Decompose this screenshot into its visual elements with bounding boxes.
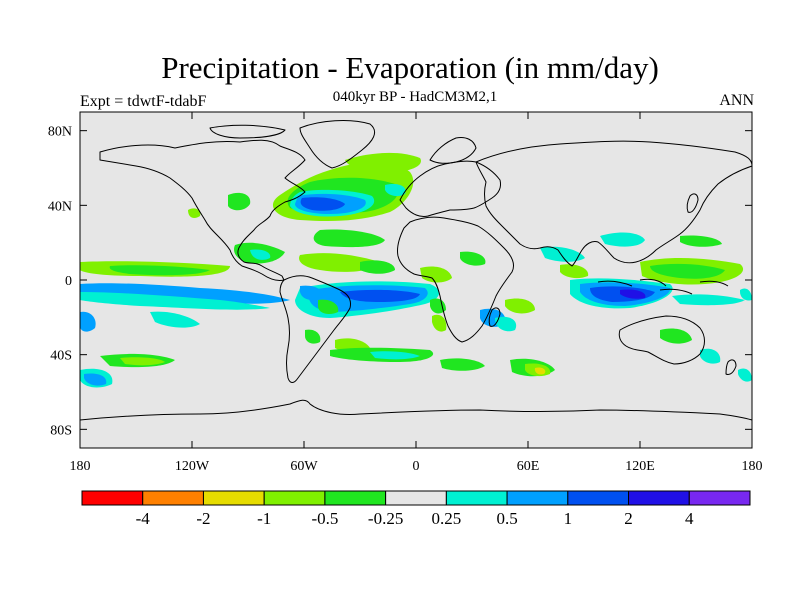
coast-japan xyxy=(686,193,699,213)
contour-southeast-pacific-blue xyxy=(80,311,96,332)
coast-antarctica xyxy=(79,399,753,421)
colorbar-swatch xyxy=(628,490,690,506)
x-tick-label: 120E xyxy=(625,459,655,474)
contour-west-pacific-cyan2 xyxy=(672,294,745,306)
contour-west-na-green2 xyxy=(188,208,201,218)
contour-south-indian-yellow xyxy=(534,367,546,375)
contour-australia-east-green xyxy=(660,328,692,344)
coast-greenland xyxy=(299,120,375,169)
colorbar-swatch xyxy=(202,490,265,506)
contour-southern-ocean-green xyxy=(440,358,485,371)
coast-scandinavia xyxy=(429,137,477,164)
contour-tropical-atlantic-green2 xyxy=(360,260,395,274)
colorbar: -4 -2 -1 -0.5 -0.25 0.25 0.5 1 2 4 xyxy=(81,490,751,528)
y-tick-label: 0 xyxy=(65,274,72,289)
contour-east-africa-green xyxy=(505,298,535,314)
plot-title: Precipitation - Evaporation (in mm/day) xyxy=(161,50,659,85)
contour-tropical-atlantic-green xyxy=(299,253,380,272)
colorbar-label: 0.25 xyxy=(431,509,461,528)
contour-south-pacific-green2 xyxy=(120,357,165,366)
colorbar-label: -0.5 xyxy=(311,509,338,528)
colorbar-swatch xyxy=(385,490,447,506)
y-tick-label: 40N xyxy=(48,199,72,214)
coast-africa xyxy=(397,216,515,343)
contour-amazon-blue xyxy=(300,285,323,300)
contour-south-atlantic-cyan2 xyxy=(370,351,420,360)
experiment-label: Expt = tdwtF-tdabF xyxy=(80,93,207,110)
contour-north-indian-cyan xyxy=(540,246,585,262)
contour-arabian-green xyxy=(460,251,486,266)
colorbar-swatch xyxy=(445,490,508,506)
colorbar-label: -2 xyxy=(196,509,210,528)
contour-west-na-green xyxy=(228,192,251,211)
coast-canadian-arctic xyxy=(209,124,286,139)
contour-equatorial-pacific-green2 xyxy=(109,265,210,276)
pe-field-contours xyxy=(80,152,752,388)
contour-caribbean-cyan xyxy=(250,249,271,260)
contour-east-pacific-cyan2 xyxy=(738,368,752,382)
contour-bay-bengal-green xyxy=(560,264,589,279)
contour-east-pacific-cyan xyxy=(740,288,752,301)
x-tick-label: 180 xyxy=(742,459,763,474)
contour-indonesia-darkblue xyxy=(620,289,646,299)
colorbar-swatch xyxy=(263,490,326,506)
contour-maritime-green2 xyxy=(650,263,725,279)
x-tick-label: 180 xyxy=(70,459,91,474)
coast-australia xyxy=(618,315,705,365)
colorbar-swatch xyxy=(567,490,630,506)
colorbar-swatch xyxy=(81,490,144,506)
colorbar-label: -4 xyxy=(136,509,151,528)
coast-asia xyxy=(475,140,753,267)
contour-west-africa-green xyxy=(420,266,452,283)
contour-africa-green xyxy=(430,298,446,314)
contour-south-america-green xyxy=(305,329,321,344)
contour-southeast-pacific-blue2 xyxy=(84,373,107,386)
contour-south-atlantic-darkblue xyxy=(340,289,420,302)
y-axis: 80N 40N 0 40S 80S xyxy=(48,125,752,438)
plot-subtitle: 040kyr BP - HadCM3M2,1 xyxy=(332,89,498,105)
contour-north-atlantic-darkblue xyxy=(300,197,345,211)
contour-africa-green2 xyxy=(432,314,447,332)
x-axis: 180 120W 60W 0 60E 120E 180 xyxy=(70,112,763,474)
coast-new-zealand xyxy=(725,359,737,375)
colorbar-label: 2 xyxy=(624,509,633,528)
coast-south-america xyxy=(279,275,351,383)
colorbar-label: 4 xyxy=(685,509,694,528)
x-tick-label: 60E xyxy=(517,459,540,474)
contour-south-pacific-cyan xyxy=(80,292,270,310)
contour-amazon-green xyxy=(318,299,339,314)
y-tick-label: 80S xyxy=(50,423,72,438)
contour-gulf-stream-green xyxy=(313,229,385,248)
y-tick-label: 40S xyxy=(50,349,72,364)
coast-north-america xyxy=(99,139,306,281)
colorbar-label: 0.5 xyxy=(496,509,517,528)
x-tick-label: 120W xyxy=(175,459,210,474)
contour-west-pacific-cyan xyxy=(600,232,645,247)
coast-madagascar xyxy=(488,307,501,327)
colorbar-label: -1 xyxy=(257,509,271,528)
coast-indonesia xyxy=(597,278,729,295)
coastlines xyxy=(79,120,753,421)
contour-west-pacific-green xyxy=(680,235,722,247)
contour-south-pacific-blue xyxy=(80,283,290,304)
colorbar-label: 1 xyxy=(564,509,573,528)
contour-tasman-cyan xyxy=(700,348,721,364)
x-tick-label: 0 xyxy=(413,459,420,474)
map-panel xyxy=(79,111,753,449)
colorbar-swatch xyxy=(688,490,751,506)
contour-madagascar-cyan xyxy=(495,316,517,332)
contour-spcz-cyan xyxy=(150,311,200,328)
y-tick-label: 80N xyxy=(48,125,72,140)
season-label: ANN xyxy=(719,92,754,109)
colorbar-swatch xyxy=(506,490,569,506)
coast-europe xyxy=(399,160,501,217)
x-tick-label: 60W xyxy=(290,459,318,474)
contour-nw-europe-cyan xyxy=(385,184,406,197)
colorbar-swatch xyxy=(324,490,387,506)
colorbar-label: -0.25 xyxy=(368,509,403,528)
contour-east-atlantic-green xyxy=(345,152,421,172)
colorbar-swatch xyxy=(142,490,204,506)
